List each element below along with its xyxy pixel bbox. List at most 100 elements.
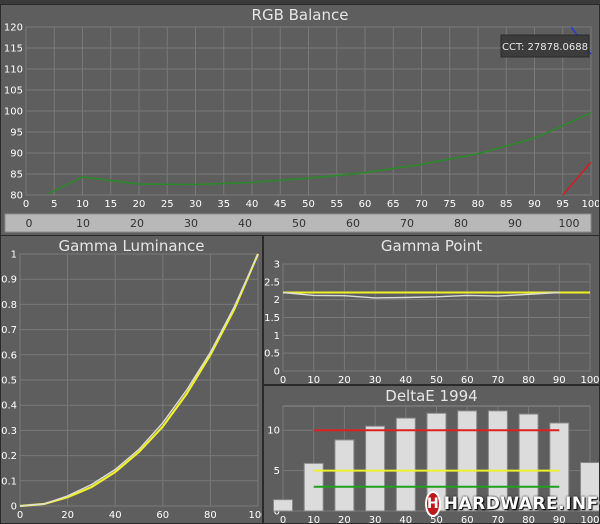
bottom-scale-label: 40 xyxy=(238,217,252,230)
x-tick-label: 20 xyxy=(133,199,146,210)
y-tick-label: 0.9 xyxy=(1,275,17,286)
x-tick-label: 65 xyxy=(387,199,400,210)
rgb-balance-panel: RGB Balance 0 5 10 15 20 25 30 35 40 45 50 55 60 65 70… xyxy=(0,4,600,236)
y-tick-label: 80 xyxy=(10,191,23,202)
y-tick-label: 90 xyxy=(10,149,23,160)
x-tick-label: 0 xyxy=(23,199,29,210)
y-tick-label: 85 xyxy=(10,170,23,181)
x-tick-label: 80 xyxy=(522,375,535,384)
bottom-scale-bar xyxy=(4,213,592,233)
bottom-scale-label: 90 xyxy=(508,217,522,230)
y-tick-label: 0.8 xyxy=(1,300,17,311)
x-tick-label: 100 xyxy=(580,515,599,523)
x-tick-label: 70 xyxy=(492,375,505,384)
x-tick-label: 10 xyxy=(307,515,320,523)
deltae-chart: 0 10 20 30 40 50 60 70 80 90 100 0 5 10 xyxy=(267,405,599,523)
y-tick-label: 105 xyxy=(4,86,23,97)
y-tick-label: 0.4 xyxy=(1,401,17,412)
x-tick-label: 30 xyxy=(369,515,382,523)
x-tick-label: 10 xyxy=(307,375,320,384)
x-tick-label: 50 xyxy=(430,375,443,384)
x-tick-label: 30 xyxy=(189,199,202,210)
deltae-panel: DeltaE 1994 0 10 20 30 40 50 60 70 80 90 100 0 5 10 H… xyxy=(263,385,600,524)
x-tick-label: 0 xyxy=(17,510,23,521)
x-tick-label: 60 xyxy=(461,515,474,523)
x-tick-label: 15 xyxy=(104,199,117,210)
gamma-point-panel: Gamma Point 0 10 20 30 40 50 60 70 80 90 100 0 0.5 1 1… xyxy=(263,235,600,385)
bottom-scale-label: 70 xyxy=(400,217,414,230)
y-tick-label: 2 xyxy=(274,295,280,306)
x-tick-label: 80 xyxy=(472,199,485,210)
x-tick-label: 45 xyxy=(274,199,287,210)
deltae-bar xyxy=(365,425,386,512)
cct-box xyxy=(500,34,590,58)
x-tick-label: 0 xyxy=(280,515,286,523)
deltae-bar xyxy=(395,417,416,512)
x-tick-label: 50 xyxy=(430,515,443,523)
y-tick-label: 95 xyxy=(10,128,23,139)
x-tick-label: 80 xyxy=(522,515,535,523)
y-tick-label: 3 xyxy=(274,260,280,271)
x-tick-label: 100 xyxy=(248,510,262,521)
x-tick-label: 55 xyxy=(330,199,343,210)
hardware-info-watermark: H HARDWARE.INFO xyxy=(425,491,600,517)
x-tick-label: 85 xyxy=(500,199,513,210)
y-tick-label: 0 xyxy=(274,507,280,518)
x-tick-label: 50 xyxy=(302,199,315,210)
deltae-bar xyxy=(334,439,355,512)
x-tick-label: 20 xyxy=(61,510,74,521)
cct-label: CCT: 27878.0688 xyxy=(502,42,588,53)
y-tick-label: 2.5 xyxy=(264,277,280,288)
x-tick-label: 60 xyxy=(359,199,372,210)
y-tick-label: 0.7 xyxy=(1,325,17,336)
x-tick-label: 25 xyxy=(161,199,174,210)
y-tick-label: 120 xyxy=(4,23,23,34)
x-tick-label: 90 xyxy=(528,199,541,210)
series-line xyxy=(562,161,592,196)
x-tick-label: 20 xyxy=(338,375,351,384)
series-line xyxy=(282,291,560,299)
bottom-scale-label: 20 xyxy=(130,217,144,230)
x-tick-label: 95 xyxy=(556,199,569,210)
bottom-scale-label: 30 xyxy=(184,217,198,230)
gamma-luminance-title: Gamma Luminance xyxy=(58,237,205,255)
y-tick-label: 100 xyxy=(4,107,23,118)
x-tick-label: 40 xyxy=(109,510,122,521)
x-tick-label: 60 xyxy=(461,375,474,384)
x-tick-label: 100 xyxy=(581,199,599,210)
series-line xyxy=(19,253,259,507)
y-tick-label: 1 xyxy=(11,250,17,261)
x-tick-label: 40 xyxy=(399,375,412,384)
x-tick-label: 30 xyxy=(369,375,382,384)
y-tick-label: 0.1 xyxy=(1,476,17,487)
x-tick-label: 10 xyxy=(76,199,89,210)
y-tick-label: 0 xyxy=(274,367,280,378)
x-tick-label: 90 xyxy=(553,515,566,523)
y-tick-label: 1 xyxy=(274,331,280,342)
bottom-scale-label: 50 xyxy=(292,217,306,230)
bottom-scale-label: 80 xyxy=(454,217,468,230)
x-tick-label: 80 xyxy=(204,510,217,521)
x-tick-label: 90 xyxy=(553,375,566,384)
y-tick-label: 0 xyxy=(11,502,17,513)
bottom-scale-label: 0 xyxy=(26,217,33,230)
rgb-balance-chart: 0 5 10 15 20 25 30 35 40 45 50 55 60 65 70 75 80 85 90 95 10… xyxy=(4,23,599,233)
x-tick-label: 70 xyxy=(492,515,505,523)
y-tick-label: 0.6 xyxy=(1,350,17,361)
x-tick-label: 20 xyxy=(338,515,351,523)
bottom-scale-label: 10 xyxy=(76,217,90,230)
deltae-bar xyxy=(580,462,599,512)
x-tick-label: 35 xyxy=(217,199,230,210)
hardware-info-logo-icon: H xyxy=(425,491,441,517)
y-tick-label: 0.5 xyxy=(264,349,280,360)
deltae-bar xyxy=(549,422,570,512)
x-tick-label: 75 xyxy=(443,199,456,210)
x-tick-label: 40 xyxy=(399,515,412,523)
x-tick-label: 0 xyxy=(280,375,286,384)
gamma-luminance-chart: 0 20 40 60 80 100 0 0.1 0.2 0.3 0.4 0.5 0.6 0.7 0.8 0.9… xyxy=(1,250,262,522)
series-line xyxy=(48,111,592,195)
y-tick-label: 110 xyxy=(4,65,23,76)
x-tick-label: 40 xyxy=(246,199,259,210)
gamma-point-title: Gamma Point xyxy=(380,237,483,255)
x-tick-label: 70 xyxy=(415,199,428,210)
